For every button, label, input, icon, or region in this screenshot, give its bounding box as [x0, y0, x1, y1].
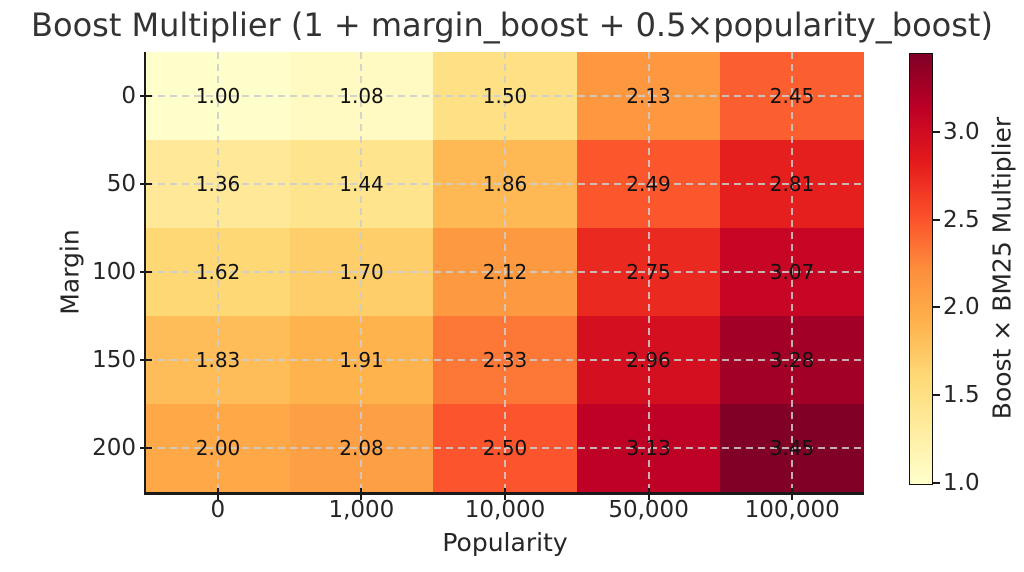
colorbar-tick-label: 2.0	[943, 294, 980, 321]
y-axis-tick	[140, 447, 152, 449]
x-axis-tick-label: 1,000	[328, 497, 395, 523]
colorbar-tick-label: 1.0	[943, 470, 980, 496]
gridline-horizontal	[146, 447, 864, 449]
x-axis-tick	[504, 488, 506, 500]
y-axis-tick-label: 200	[92, 435, 136, 461]
cell-value: 2.50	[482, 436, 528, 460]
cell-value: 1.83	[195, 348, 241, 372]
cell-value: 1.08	[339, 84, 384, 108]
colorbar-tick-label: 3.0	[943, 118, 980, 145]
cell-value: 3.28	[769, 348, 815, 372]
y-axis-tick-label: 50	[106, 171, 136, 197]
y-axis-tick-label: 150	[92, 347, 136, 373]
cell-value: 2.75	[626, 260, 671, 284]
cell-value: 2.49	[626, 172, 671, 196]
x-axis-spine	[143, 492, 864, 495]
cell-value: 2.81	[769, 172, 815, 196]
x-axis-tick-label: 50,000	[608, 497, 689, 523]
cell-value: 2.45	[769, 84, 815, 108]
cell-value: 3.07	[769, 260, 815, 284]
colorbar-tick	[933, 306, 940, 309]
colorbar-label: Boost × BM25 Multiplier	[987, 116, 1017, 420]
gridline-horizontal	[146, 359, 864, 361]
colorbar-tick	[933, 482, 940, 484]
gridline-horizontal	[146, 183, 864, 185]
x-axis-tick	[791, 488, 794, 500]
cell-value: 2.12	[482, 260, 528, 284]
y-axis-tick-label: 100	[92, 259, 136, 285]
x-axis-tick	[216, 488, 219, 500]
y-axis-tick	[140, 95, 152, 97]
cell-value: 2.08	[339, 436, 384, 460]
gridline-horizontal	[146, 95, 864, 97]
cell-value: 3.13	[626, 436, 671, 460]
colorbar-tick	[933, 394, 940, 397]
cell-value: 1.00	[195, 84, 241, 108]
y-axis-tick-label: 0	[121, 83, 136, 109]
x-axis-tick-label: 100,000	[744, 497, 840, 523]
colorbar-tick-label: 1.5	[943, 382, 980, 409]
cell-value: 1.70	[339, 260, 384, 284]
x-axis-tick	[360, 488, 363, 500]
y-axis-tick	[140, 271, 152, 273]
colorbar-tick-label: 2.5	[943, 206, 980, 233]
cell-value: 1.36	[195, 172, 241, 196]
x-axis-label: Popularity	[442, 528, 568, 557]
cell-value: 2.96	[626, 348, 671, 372]
gridline-horizontal	[146, 271, 864, 273]
x-axis-tick	[647, 488, 650, 500]
colorbar-tick	[933, 130, 940, 133]
cell-value: 2.00	[195, 436, 241, 460]
cell-value: 1.91	[339, 348, 384, 372]
colorbar	[909, 53, 933, 485]
chart-title: Boost Multiplier (1 + margin_boost + 0.5…	[31, 6, 993, 44]
cell-value: 1.44	[339, 172, 384, 196]
cell-value: 1.62	[195, 260, 241, 284]
cell-value: 3.45	[769, 436, 815, 460]
cell-value: 2.33	[482, 348, 528, 372]
y-axis-tick	[140, 183, 152, 185]
colorbar-tick	[933, 218, 940, 221]
x-axis-tick-label: 10,000	[464, 497, 546, 523]
cell-value: 1.50	[482, 84, 528, 108]
y-axis-tick	[140, 359, 152, 361]
heatmap-plot: 1.00 1.08 1.50 2.13 2.45 1.36 1.44 1.86 2.49 2.81…	[146, 52, 864, 492]
y-axis-spine	[143, 52, 146, 495]
cell-value: 1.86	[482, 172, 528, 196]
cell-value: 2.13	[626, 84, 671, 108]
x-axis-tick-label: 0	[210, 497, 226, 523]
